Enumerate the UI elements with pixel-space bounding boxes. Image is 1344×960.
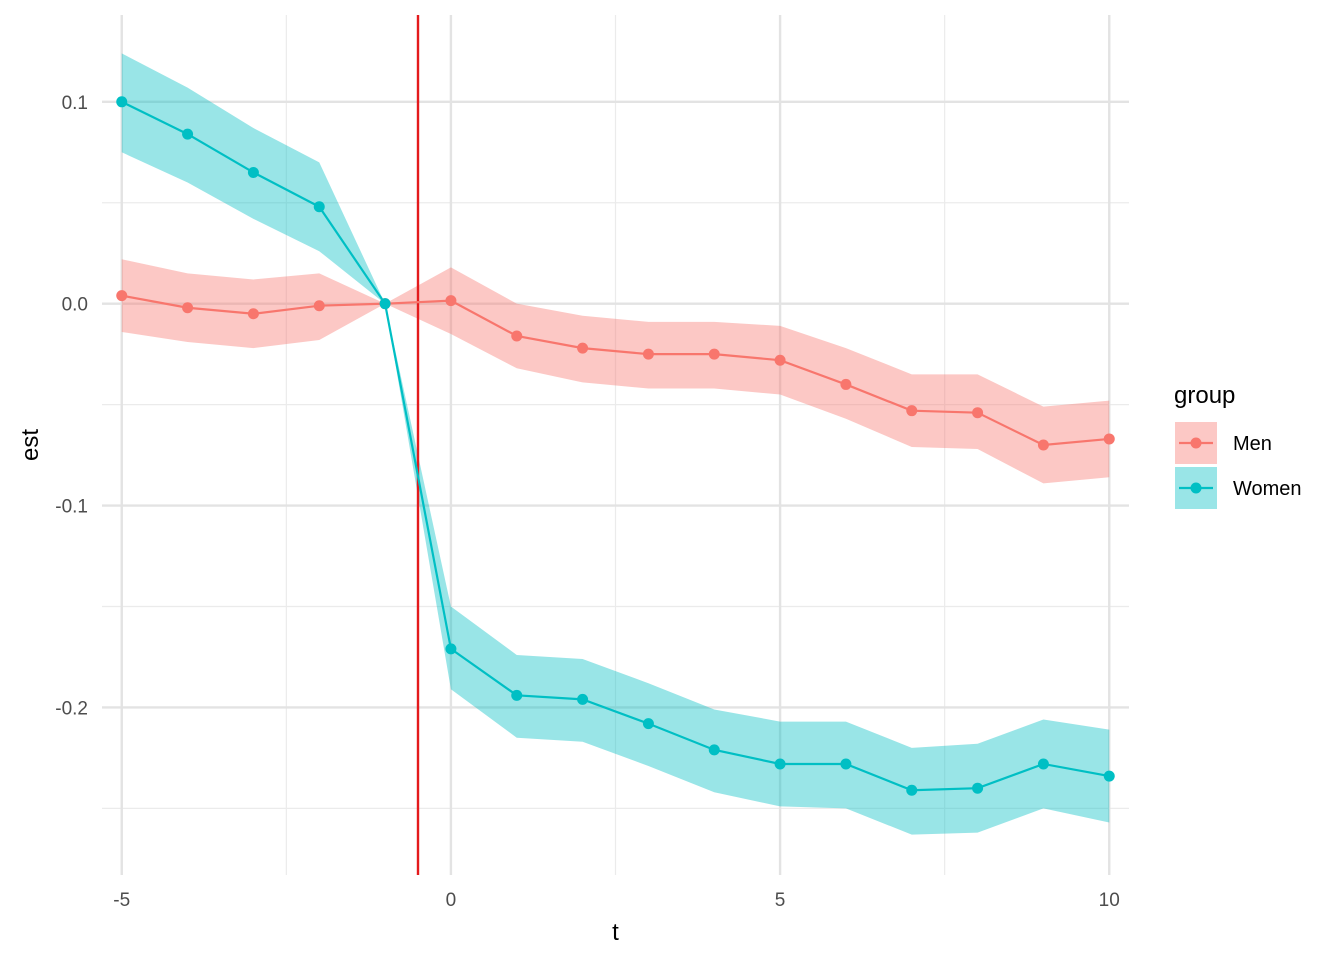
point-men (840, 378, 852, 390)
line-men (121, 294, 1110, 447)
point-women (972, 782, 984, 794)
point-women (642, 718, 654, 730)
point-men (182, 302, 194, 314)
y-axis-title: est (17, 429, 44, 461)
point-women (247, 166, 259, 178)
series-points (116, 96, 1115, 796)
point-men (906, 405, 918, 417)
line-women (121, 100, 1110, 792)
x-tick-label: -5 (113, 890, 130, 911)
legend: group Men Women (1174, 382, 1302, 509)
x-axis-title: t (612, 919, 619, 946)
point-women (774, 758, 786, 770)
y-tick-labels: 0.1 0.0 -0.1 -0.2 (55, 93, 88, 720)
y-tick-label: -0.1 (55, 497, 88, 518)
point-men (511, 330, 523, 342)
point-men (708, 348, 720, 360)
legend-title: group (1174, 382, 1235, 409)
point-men (642, 348, 654, 360)
point-men (247, 308, 259, 320)
series-lines (121, 100, 1110, 792)
point-women (313, 201, 325, 213)
y-tick-label: -0.2 (55, 698, 88, 719)
legend-label-women: Women (1233, 478, 1302, 500)
major-gridlines (102, 15, 1129, 875)
point-men (972, 407, 984, 419)
point-men (313, 300, 325, 312)
point-women (840, 758, 852, 770)
y-tick-label: 0.0 (62, 295, 88, 316)
point-women (906, 784, 918, 796)
legend-key-point (1190, 482, 1202, 494)
legend-key-point (1190, 437, 1202, 449)
ribbon-men (121, 259, 1110, 484)
legend-label-men: Men (1233, 433, 1272, 455)
point-women (1103, 770, 1115, 782)
point-men (445, 295, 457, 307)
point-women (708, 744, 720, 756)
point-women (116, 96, 128, 108)
x-tick-label: 10 (1099, 890, 1120, 911)
x-tick-label: 0 (446, 890, 457, 911)
point-women (577, 693, 589, 705)
point-women (182, 128, 194, 140)
point-women (511, 689, 523, 701)
point-men (1103, 433, 1115, 445)
point-men (116, 290, 128, 302)
point-women (379, 298, 391, 310)
point-men (1037, 439, 1049, 451)
point-men (774, 354, 786, 366)
point-women (445, 643, 457, 655)
x-tick-labels: -5 0 5 10 (113, 890, 1120, 911)
minor-gridlines (102, 15, 1129, 875)
x-tick-label: 5 (775, 890, 786, 911)
point-men (577, 342, 589, 354)
ribbon-women (121, 53, 1110, 835)
point-women (1037, 758, 1049, 770)
confidence-ribbons (121, 53, 1110, 835)
y-tick-label: 0.1 (62, 93, 88, 114)
